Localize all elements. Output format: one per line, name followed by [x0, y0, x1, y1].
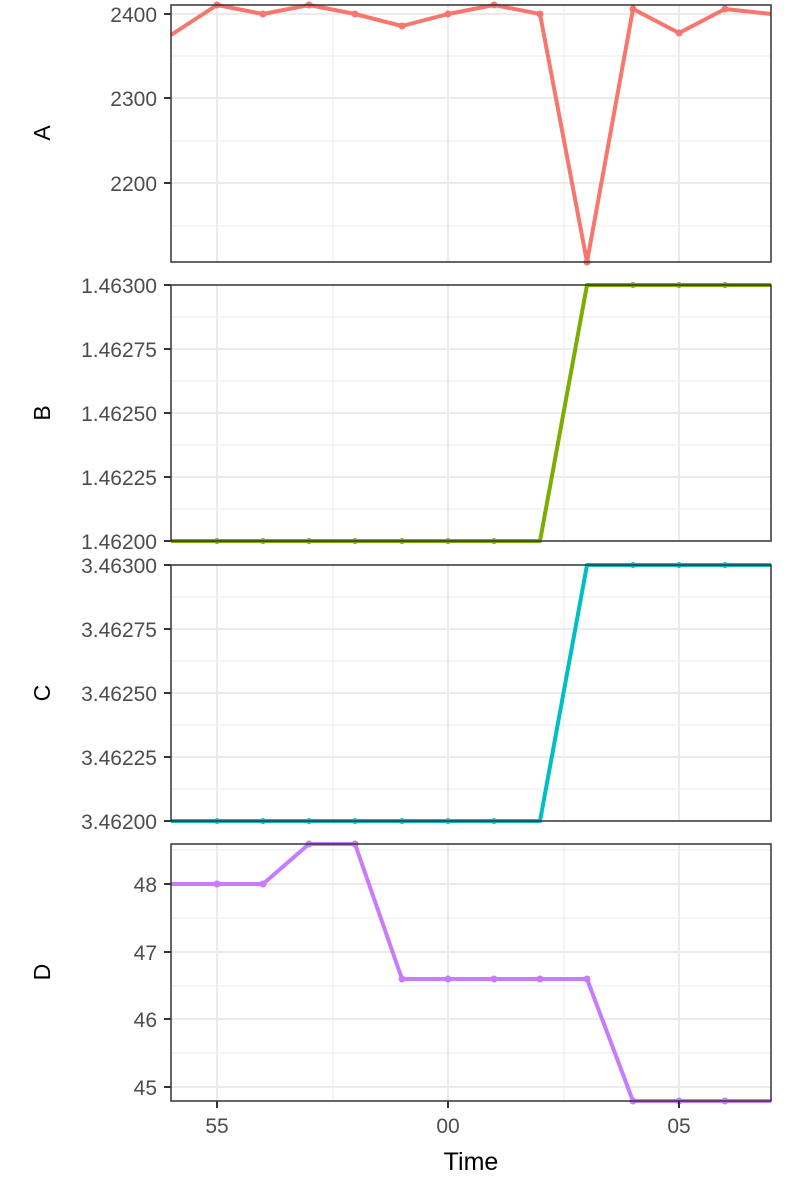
panel-d-ytick-labels: 48 47 46 45	[134, 874, 157, 1100]
panel-c-yticks	[164, 564, 171, 822]
series-a-line	[169, 3, 772, 264]
ytick-label: 48	[134, 874, 157, 897]
ytick-label: 1.46275	[81, 339, 157, 362]
panel-a-border	[170, 4, 772, 263]
ytick-label: 46	[134, 1009, 157, 1032]
panel-b-yticks	[164, 284, 171, 542]
panel-b-ylabel: B	[29, 405, 55, 420]
x-axis: 55 00 05 Time	[205, 1101, 691, 1176]
panel-b-ytick-labels: 1.46300 1.46275 1.46250 1.46225 1.46200	[81, 275, 157, 554]
panel-a-ylabel: A	[29, 125, 55, 141]
ytick-label: 1.46250	[81, 403, 157, 426]
ytick-label: 2300	[110, 88, 157, 111]
series-a-points	[213, 1, 729, 266]
panel-c-ylabel: C	[29, 685, 55, 702]
panel-a-background	[171, 5, 771, 262]
panel-a-ytick-labels: 2400 2300 2200	[110, 4, 157, 196]
xtick-label: 00	[436, 1115, 459, 1138]
panel-c: 3.46300 3.46275 3.46250 3.46225 3.46200 …	[29, 555, 772, 834]
ytick-label: 47	[134, 942, 157, 965]
panel-d-background	[171, 844, 771, 1101]
panel-d-yticks	[164, 883, 171, 1088]
ytick-label: 1.46200	[81, 531, 157, 554]
ytick-label: 3.46225	[81, 747, 157, 770]
ytick-label: 1.46225	[81, 467, 157, 490]
panel-d-border	[170, 843, 772, 1102]
xtick-label: 55	[205, 1115, 228, 1138]
panel-d-major-grid	[171, 844, 771, 1101]
ytick-label: 3.46300	[81, 555, 157, 578]
panel-a: 2400 2300 2200 A	[29, 1, 772, 266]
panel-a-yticks	[164, 13, 171, 184]
panel-b-major-grid	[171, 285, 771, 541]
panel-c-major-grid	[171, 565, 771, 821]
ytick-label: 2200	[110, 173, 157, 196]
x-axis-tick-labels: 55 00 05	[205, 1115, 690, 1138]
x-axis-ticks	[216, 1101, 680, 1108]
series-d-points	[213, 840, 729, 1105]
ytick-label: 3.46200	[81, 811, 157, 834]
panel-b: 1.46300 1.46275 1.46250 1.46225 1.46200 …	[29, 275, 772, 554]
xtick-label: 05	[667, 1115, 690, 1138]
ytick-label: 1.46300	[81, 275, 157, 298]
ytick-label: 2400	[110, 4, 157, 27]
x-axis-title: Time	[444, 1148, 499, 1176]
ytick-label: 3.46275	[81, 619, 157, 642]
panel-d-ylabel: D	[29, 964, 55, 981]
ytick-label: 3.46250	[81, 683, 157, 706]
ytick-label: 45	[134, 1077, 157, 1100]
panel-d: 48 47 46 45 D	[29, 840, 772, 1105]
panel-c-ytick-labels: 3.46300 3.46275 3.46250 3.46225 3.46200	[81, 555, 157, 834]
panel-d-minor-grid	[171, 844, 771, 1101]
